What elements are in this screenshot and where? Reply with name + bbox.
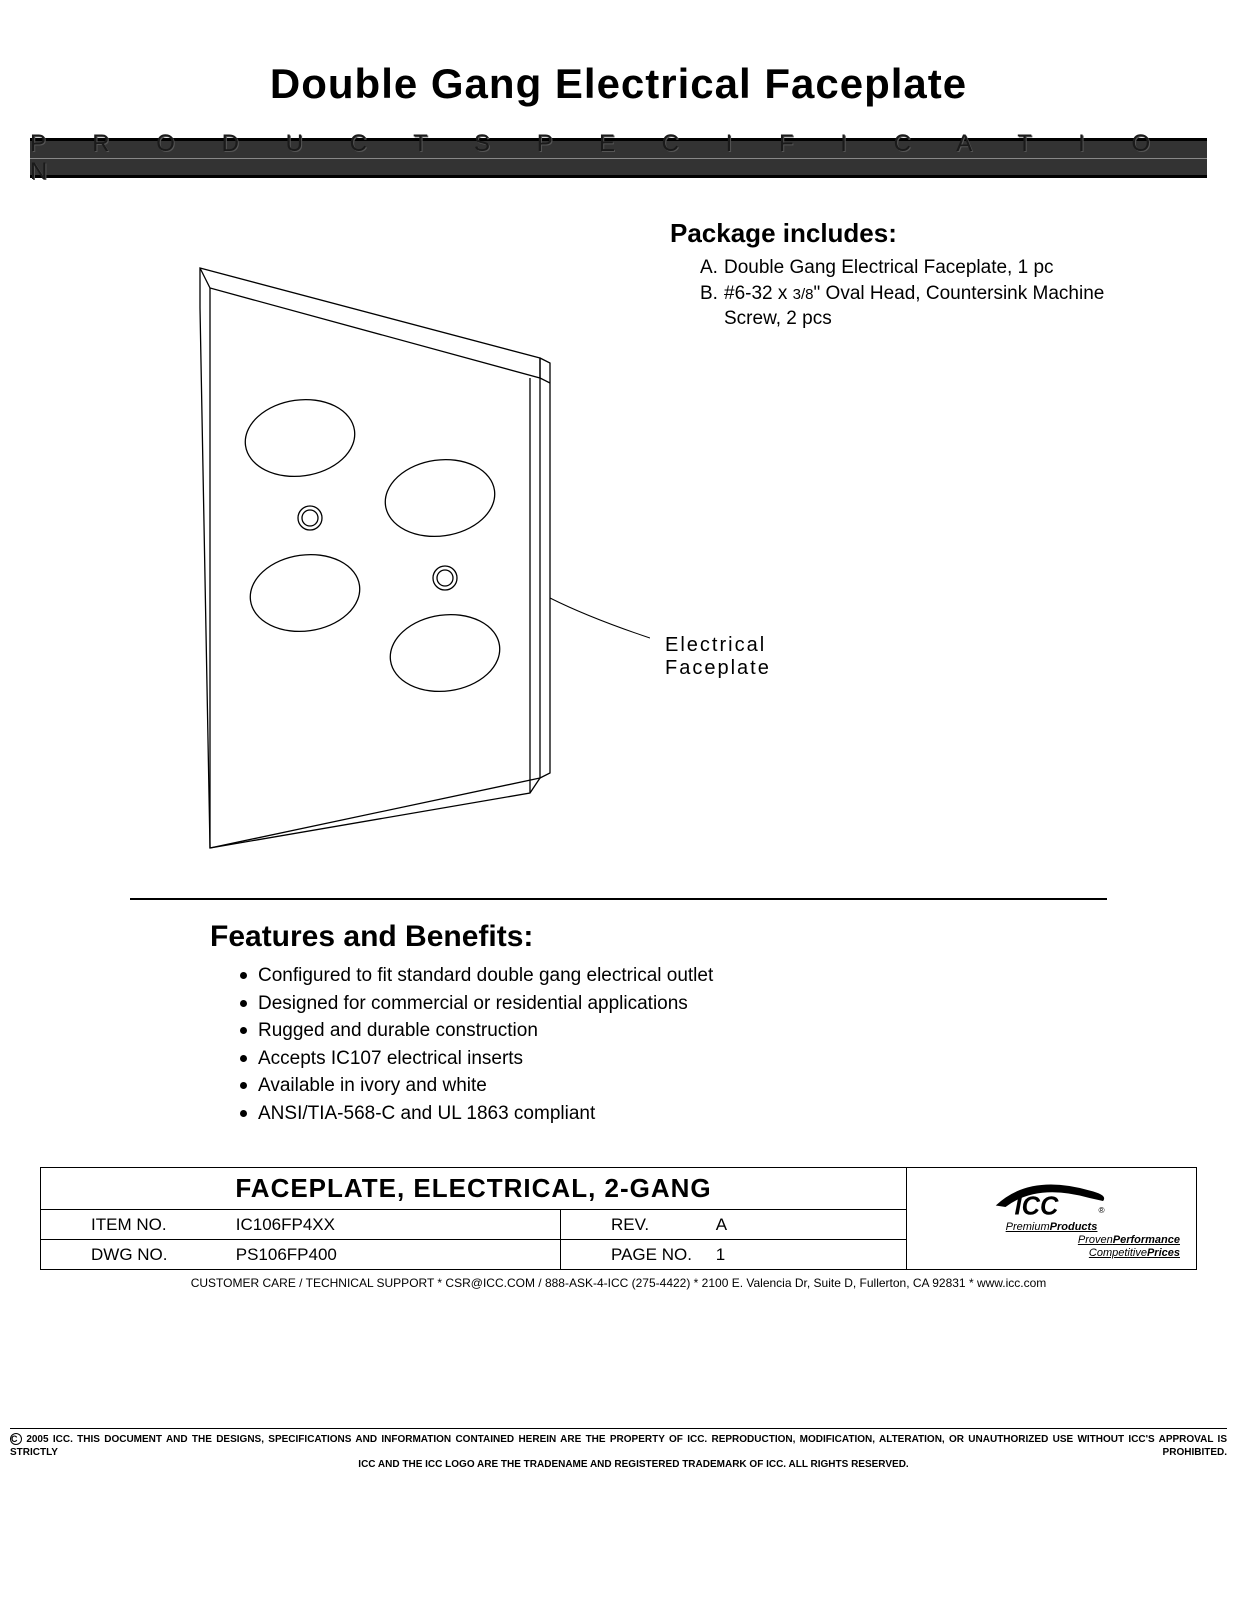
icc-logo-icon: ICC ® [992, 1177, 1112, 1219]
product-diagram: Electrical Faceplate [110, 218, 650, 858]
pkg-text: #6-32 x 3/8" Oval Head, Countersink Mach… [724, 281, 1127, 332]
tag-u: Proven [1078, 1234, 1113, 1246]
tag-u: Competitive [1089, 1247, 1147, 1259]
features-section: Features and Benefits: Configured to fit… [30, 920, 1207, 1127]
rev-label: REV. [571, 1215, 711, 1235]
feature-item: Available in ivory and white [240, 1072, 1207, 1100]
footer-contact: CUSTOMER CARE / TECHNICAL SUPPORT * CSR@… [30, 1276, 1207, 1290]
diagram-callout: Electrical Faceplate [665, 634, 771, 680]
copyright-icon: C [10, 1433, 22, 1445]
banner-text: P R O D U C T S P E C I F I C A T I O N [30, 130, 1207, 186]
disclaimer-line-2: ICC AND THE ICC LOGO ARE THE TRADENAME A… [10, 1459, 1227, 1470]
pkg-letter: A. [700, 255, 724, 281]
title-block-table: FACEPLATE, ELECTRICAL, 2-GANG ICC ® Prem… [40, 1167, 1197, 1270]
rev-cell: REV. A [561, 1210, 907, 1240]
item-no-value: IC106FP4XX [186, 1215, 335, 1235]
page-label: PAGE NO. [571, 1245, 711, 1265]
dwg-no-value: PS106FP400 [186, 1245, 337, 1265]
main-content: Electrical Faceplate Package includes: A… [30, 218, 1207, 858]
dwg-no-label: DWG NO. [51, 1245, 181, 1265]
pkg-frac: 3/8 [793, 286, 814, 303]
item-no-label: ITEM NO. [51, 1215, 181, 1235]
feature-item: Accepts IC107 electrical inserts [240, 1045, 1207, 1073]
page-value: 1 [716, 1245, 725, 1265]
features-heading: Features and Benefits: [210, 920, 1207, 954]
package-item: A. Double Gang Electrical Faceplate, 1 p… [700, 255, 1127, 281]
faceplate-drawing [110, 218, 650, 858]
svg-text:ICC: ICC [1014, 1193, 1059, 1220]
divider [130, 898, 1107, 900]
feature-item: Designed for commercial or residential a… [240, 990, 1207, 1018]
dwg-no-cell: DWG NO. PS106FP400 [41, 1240, 561, 1270]
feature-item: Configured to fit standard double gang e… [240, 962, 1207, 990]
item-no-cell: ITEM NO. IC106FP4XX [41, 1210, 561, 1240]
disclaimer: C 2005 ICC. THIS DOCUMENT AND THE DESIGN… [10, 1428, 1227, 1470]
pkg-text-pre: #6-32 x [724, 283, 793, 304]
feature-item: ANSI/TIA-568-C and UL 1863 compliant [240, 1100, 1207, 1128]
tag-u: Premium [1006, 1221, 1050, 1233]
pkg-letter: B. [700, 281, 724, 332]
features-list: Configured to fit standard double gang e… [210, 962, 1207, 1127]
logo-tagline: PremiumProducts ProvenPerformance Compet… [913, 1221, 1190, 1261]
package-heading: Package includes: [670, 218, 1127, 249]
page-title: Double Gang Electrical Faceplate [30, 60, 1207, 108]
svg-text:®: ® [1098, 1206, 1104, 1215]
disclaimer-line-1: 2005 ICC. THIS DOCUMENT AND THE DESIGNS,… [10, 1434, 1227, 1458]
logo-cell: ICC ® PremiumProducts ProvenPerformance … [907, 1168, 1197, 1270]
pkg-text: Double Gang Electrical Faceplate, 1 pc [724, 255, 1127, 281]
package-includes: Package includes: A. Double Gang Electri… [650, 218, 1127, 858]
tag-b: Products [1050, 1221, 1098, 1233]
rev-value: A [716, 1215, 727, 1235]
feature-item: Rugged and durable construction [240, 1017, 1207, 1045]
table-title: FACEPLATE, ELECTRICAL, 2-GANG [41, 1168, 907, 1210]
tag-b: Prices [1147, 1247, 1180, 1259]
spec-banner: P R O D U C T S P E C I F I C A T I O N [30, 138, 1207, 178]
page-cell: PAGE NO. 1 [561, 1240, 907, 1270]
tag-b: Performance [1113, 1234, 1180, 1246]
package-item: B. #6-32 x 3/8" Oval Head, Countersink M… [700, 281, 1127, 332]
